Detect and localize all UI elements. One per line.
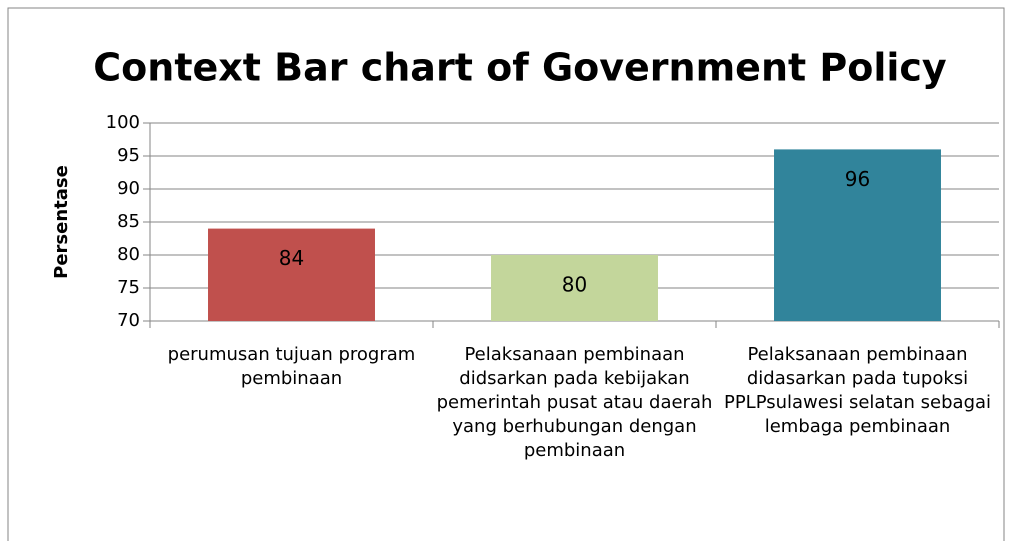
chart-title: Context Bar chart of Government Policy	[93, 46, 947, 90]
chart-frame	[7, 7, 1005, 541]
y-tick-label: 85	[117, 211, 140, 232]
bar	[208, 228, 375, 321]
y-tick-label: 95	[117, 145, 140, 166]
x-tick-label: perumusan tujuan program pembinaan	[167, 344, 416, 389]
data-label: 96	[845, 167, 870, 191]
x-tick-label: Pelaksanaan pembinaan didasarkan pada tu…	[723, 344, 992, 437]
y-tick-label: 90	[117, 178, 140, 199]
x-tick-label: Pelaksanaan pembinaan didsarkan pada keb…	[436, 344, 713, 461]
y-tick-label: 75	[117, 277, 140, 298]
y-axis-label: Persentase	[51, 165, 72, 279]
bar	[491, 255, 658, 321]
bar	[774, 149, 941, 321]
data-label: 80	[562, 273, 587, 297]
y-tick-label: 70	[117, 310, 140, 331]
y-tick-label: 80	[117, 244, 140, 265]
y-tick-label: 100	[106, 112, 140, 133]
data-label: 84	[279, 246, 304, 270]
